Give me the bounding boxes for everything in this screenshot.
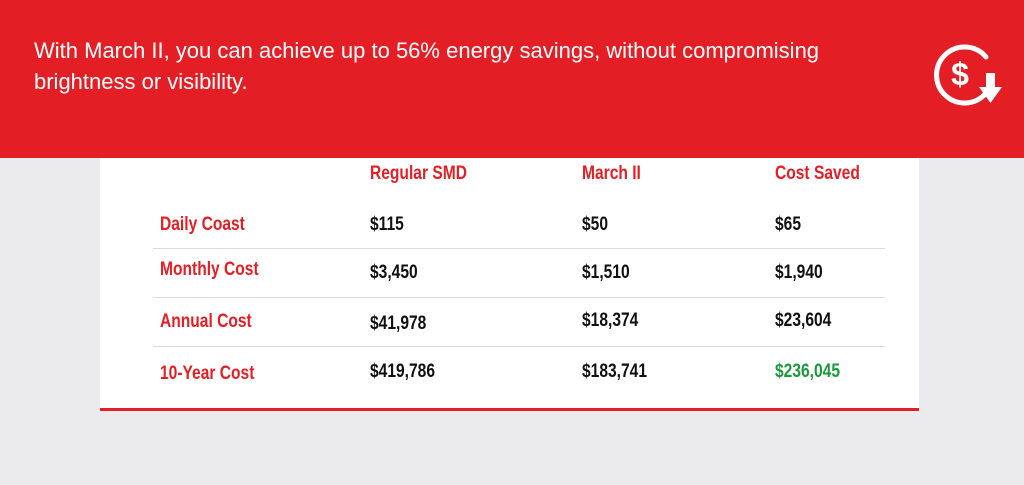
row-label-ten-year: 10-Year Cost xyxy=(160,363,255,384)
row-divider xyxy=(153,297,885,298)
headline-text: With March II, you can achieve up to 56%… xyxy=(34,38,820,94)
row-label-annual: Annual Cost xyxy=(160,311,252,332)
table-cell: $18,374 xyxy=(582,310,639,331)
table-cell: $41,978 xyxy=(370,313,427,334)
column-header-regular-smd: Regular SMD xyxy=(370,163,467,184)
table-cell: $3,450 xyxy=(370,262,418,283)
table-cell: $50 xyxy=(582,214,608,235)
table-cell: $1,940 xyxy=(775,262,823,283)
column-header-march-ii: March II xyxy=(582,163,641,184)
table-cell: $115 xyxy=(370,214,404,235)
header-banner: With March II, you can achieve up to 56%… xyxy=(0,0,1024,158)
row-label-daily: Daily Coast xyxy=(160,214,245,235)
table-cell: $1,510 xyxy=(582,262,630,283)
dollar-savings-down-arrow-icon: $ xyxy=(920,35,1010,115)
table-cell: $65 xyxy=(775,214,801,235)
row-divider xyxy=(153,248,885,249)
total-savings-value: $236,045 xyxy=(775,361,840,382)
column-header-cost-saved: Cost Saved xyxy=(775,163,860,184)
table-cell: $183,741 xyxy=(582,361,647,382)
table-cell: $23,604 xyxy=(775,310,832,331)
row-label-monthly: Monthly Cost xyxy=(160,259,259,280)
row-divider xyxy=(153,346,885,347)
table-cell: $419,786 xyxy=(370,361,435,382)
cost-comparison-table: Regular SMD March II Cost Saved Daily Co… xyxy=(100,158,919,411)
svg-text:$: $ xyxy=(951,56,969,92)
